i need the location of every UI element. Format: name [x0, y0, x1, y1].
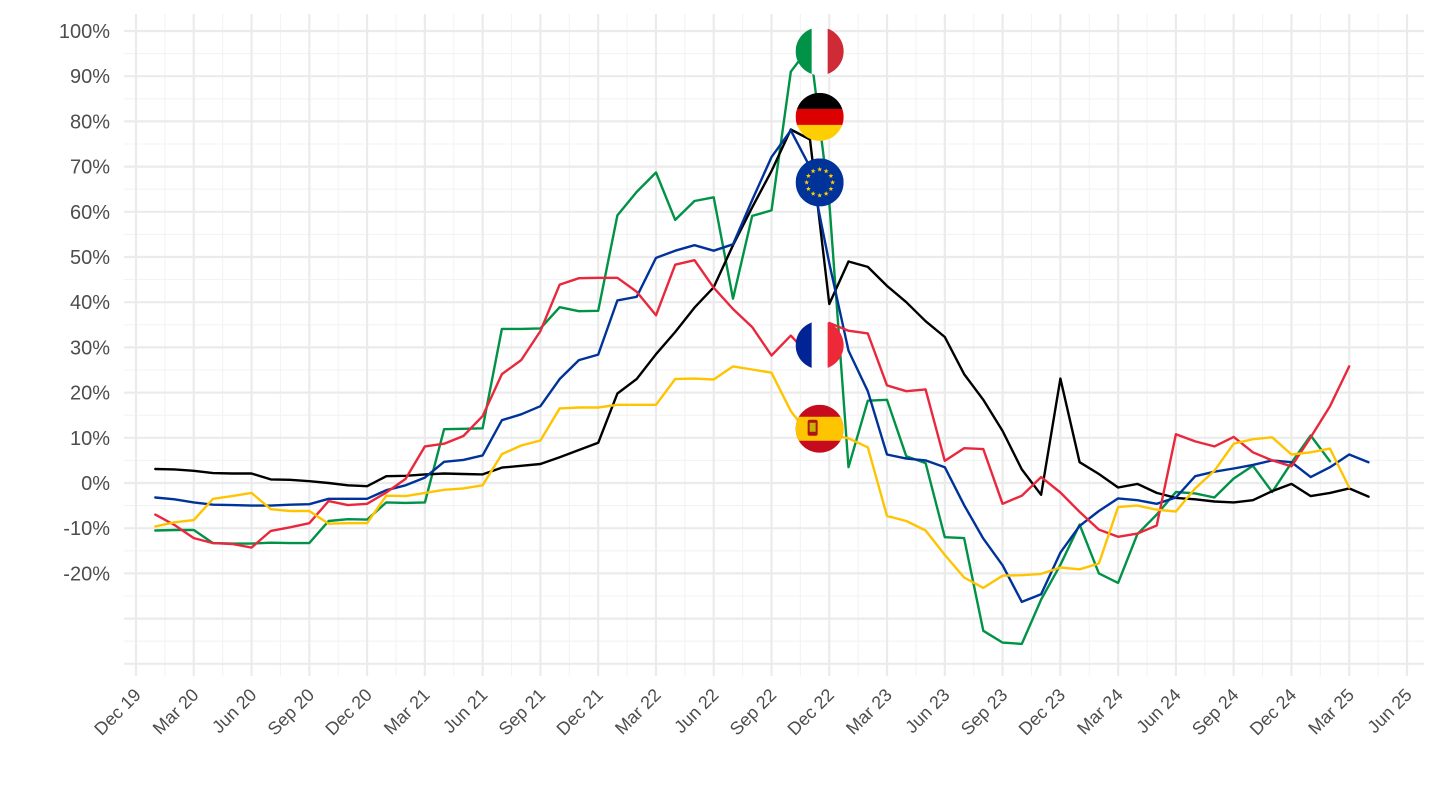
x-tick-label: Dec 21: [553, 685, 607, 739]
x-tick-label: Dec 23: [1015, 685, 1069, 739]
spain-flag-icon: [795, 404, 844, 453]
series-line-eu: [154, 129, 1370, 604]
x-tick-label: Mar 21: [380, 685, 434, 739]
y-tick-label: 50%: [70, 247, 110, 269]
germany-flag-icon: [795, 92, 844, 141]
y-tick-label: 60%: [70, 202, 110, 224]
x-tick-label: Jun 23: [901, 685, 953, 737]
x-tick-label: Sep 24: [1188, 685, 1242, 739]
x-tick-label: Sep 21: [495, 685, 549, 739]
x-tick-label: Mar 24: [1073, 685, 1127, 739]
x-tick-label: Jun 21: [439, 685, 491, 737]
y-tick-label: -20%: [63, 563, 110, 585]
x-tick-label: Jun 25: [1363, 685, 1415, 737]
france-flag-icon: [795, 321, 844, 370]
x-tick-label: Sep 22: [726, 685, 780, 739]
eu-flag-icon: [795, 158, 844, 207]
y-tick-label: 90%: [70, 66, 110, 88]
x-tick-label: Mar 20: [149, 685, 203, 739]
y-axis-tick-labels: 100% 90% 80% 70% 60% 50% 40% 30% 20% 10% 0% -10% -20…: [59, 21, 110, 585]
x-axis-tick-labels: Dec 19 Mar 20 Jun 20 Sep 20 Dec 20 Mar 21 Jun …: [90, 685, 1415, 739]
y-tick-label: 10%: [70, 428, 110, 450]
x-tick-label: Jun 24: [1132, 685, 1184, 737]
series-line-germany: [154, 128, 1370, 504]
y-tick-label: 70%: [70, 157, 110, 179]
x-tick-label: Mar 22: [611, 685, 665, 739]
y-tick-label: 20%: [70, 383, 110, 405]
series-line-spain: [154, 365, 1351, 590]
x-tick-label: Jun 22: [670, 685, 722, 737]
y-tick-label: 100%: [59, 21, 110, 43]
x-tick-label: Dec 19: [90, 685, 144, 739]
y-tick-label: 0%: [81, 473, 110, 495]
series-line-italy: [154, 45, 1332, 646]
y-tick-label: 80%: [70, 111, 110, 133]
x-tick-label: Dec 20: [321, 685, 375, 739]
x-tick-label: Dec 22: [784, 685, 838, 739]
flag-markers: [795, 27, 844, 453]
series-line-france: [154, 259, 1351, 549]
x-tick-label: Sep 20: [264, 685, 318, 739]
y-tick-label: 40%: [70, 292, 110, 314]
y-tick-label: -10%: [63, 518, 110, 540]
x-tick-label: Dec 24: [1246, 685, 1300, 739]
grid: [124, 14, 1424, 676]
x-tick-label: Sep 23: [957, 685, 1011, 739]
x-tick-label: Mar 23: [842, 685, 896, 739]
x-tick-label: Jun 20: [208, 685, 260, 737]
x-tick-label: Mar 25: [1304, 685, 1358, 739]
y-tick-label: 30%: [70, 337, 110, 359]
italy-flag-icon: [795, 27, 844, 76]
series-lines: [154, 45, 1370, 646]
